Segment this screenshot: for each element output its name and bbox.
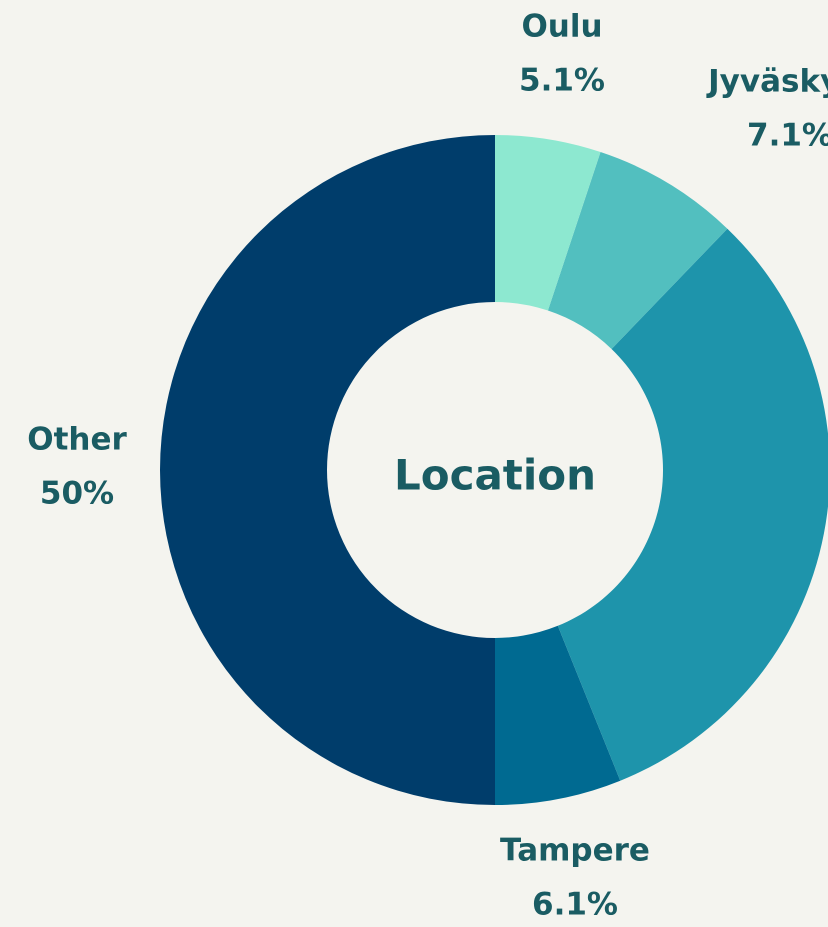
value-label: 5.1% bbox=[519, 63, 605, 99]
value-label: 7.1% bbox=[747, 118, 828, 154]
center-label: Location bbox=[394, 451, 596, 500]
value-label: 6.1% bbox=[532, 887, 618, 923]
segment bbox=[495, 625, 621, 805]
category-label: Other bbox=[27, 422, 127, 458]
value-label: 50% bbox=[40, 476, 114, 512]
segment bbox=[495, 135, 601, 311]
segment bbox=[557, 228, 828, 781]
category-label: Jyväskylä bbox=[706, 64, 828, 100]
segment bbox=[160, 135, 495, 805]
category-label: Oulu bbox=[521, 9, 602, 45]
segment bbox=[547, 152, 728, 349]
category-label: Tampere bbox=[500, 833, 650, 869]
